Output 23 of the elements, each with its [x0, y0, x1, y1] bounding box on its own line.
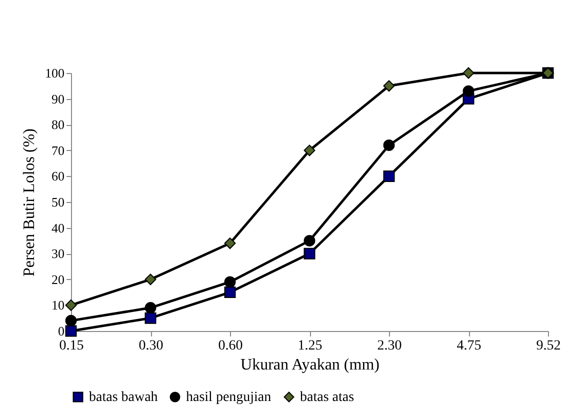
y-tick-label: 60 [52, 168, 64, 184]
y-tick-label: 50 [52, 194, 64, 210]
y-axis-title: Persen Butir Lolos (%) [21, 128, 38, 276]
x-tick-label: 9.52 [536, 338, 561, 354]
y-tick-label: 100 [45, 66, 64, 80]
x-tick-label: 0.30 [138, 338, 164, 354]
y-tick-label: 90 [52, 91, 64, 106]
x-axis-title: Ukuran Ayakan (mm) [240, 356, 380, 374]
legend-label: batas atas [300, 390, 354, 405]
y-tick-label: 80 [52, 117, 64, 132]
y-tick-label: 10 [52, 298, 64, 313]
x-tick-label: 4.75 [456, 338, 482, 354]
x-tick-label: 2.30 [377, 338, 402, 354]
x-tick-label: 1.25 [298, 338, 322, 354]
y-tick-label: 40 [52, 220, 64, 236]
y-tick-label: 20 [52, 272, 64, 287]
legend-label: hasil pengujian [186, 390, 272, 405]
legend-label: batas bawah [89, 390, 158, 405]
y-tick-label: 70 [52, 142, 64, 158]
y-tick-label: 0 [58, 324, 64, 338]
x-tick-label: 0.15 [59, 338, 84, 354]
y-tick-label: 30 [52, 246, 64, 262]
x-tick-label: 0.60 [218, 338, 243, 354]
